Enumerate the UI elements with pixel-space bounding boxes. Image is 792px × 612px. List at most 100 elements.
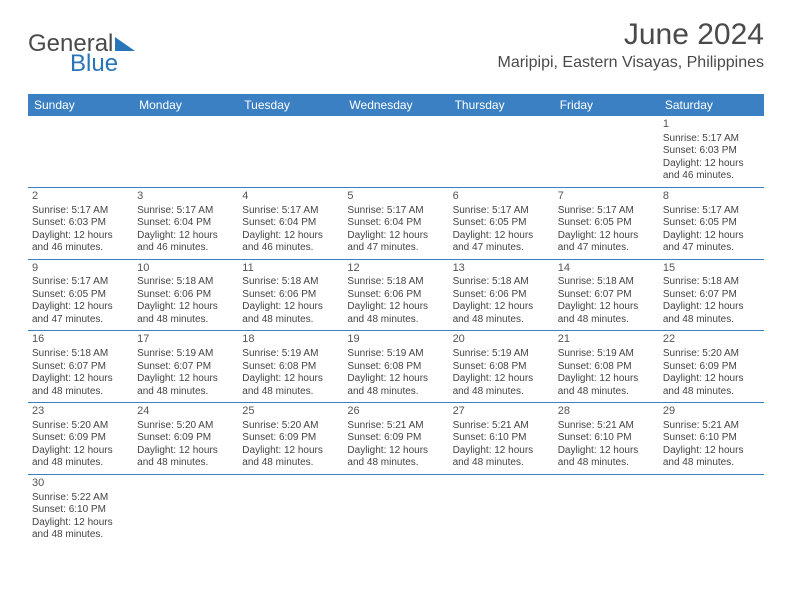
daylight-line: and 48 minutes.: [32, 529, 128, 542]
day-cell: 22Sunrise: 5:20 AMSunset: 6:09 PMDayligh…: [659, 331, 764, 402]
title-block: June 2024 Maripipi, Eastern Visayas, Phi…: [498, 18, 765, 72]
week-row: 23Sunrise: 5:20 AMSunset: 6:09 PMDayligh…: [28, 403, 764, 475]
sunset-line: Sunset: 6:09 PM: [137, 432, 233, 445]
daylight-line: Daylight: 12 hours: [453, 301, 549, 314]
day-cell: 4Sunrise: 5:17 AMSunset: 6:04 PMDaylight…: [238, 188, 343, 259]
day-cell: 19Sunrise: 5:19 AMSunset: 6:08 PMDayligh…: [343, 331, 448, 402]
sunrise-line: Sunrise: 5:18 AM: [663, 276, 759, 289]
sunset-line: Sunset: 6:08 PM: [558, 361, 654, 374]
daylight-line: and 48 minutes.: [242, 386, 338, 399]
daylight-line: and 48 minutes.: [453, 386, 549, 399]
sunrise-line: Sunrise: 5:20 AM: [137, 420, 233, 433]
day-number: 17: [137, 333, 233, 347]
daylight-line: Daylight: 12 hours: [242, 445, 338, 458]
daylight-line: and 48 minutes.: [453, 314, 549, 327]
daylight-line: Daylight: 12 hours: [347, 445, 443, 458]
sunrise-line: Sunrise: 5:21 AM: [558, 420, 654, 433]
daylight-line: Daylight: 12 hours: [663, 158, 759, 171]
weekday-thursday: Thursday: [449, 94, 554, 116]
day-cell: 7Sunrise: 5:17 AMSunset: 6:05 PMDaylight…: [554, 188, 659, 259]
sunset-line: Sunset: 6:09 PM: [32, 432, 128, 445]
sunset-line: Sunset: 6:06 PM: [242, 289, 338, 302]
daylight-line: Daylight: 12 hours: [453, 230, 549, 243]
sunset-line: Sunset: 6:04 PM: [137, 217, 233, 230]
sunset-line: Sunset: 6:06 PM: [347, 289, 443, 302]
weekday-monday: Monday: [133, 94, 238, 116]
daylight-line: Daylight: 12 hours: [242, 373, 338, 386]
daylight-line: and 48 minutes.: [242, 457, 338, 470]
week-row: 1Sunrise: 5:17 AMSunset: 6:03 PMDaylight…: [28, 116, 764, 188]
day-number: 3: [137, 190, 233, 204]
day-number: 26: [347, 405, 443, 419]
daylight-line: Daylight: 12 hours: [558, 445, 654, 458]
sunrise-line: Sunrise: 5:22 AM: [32, 492, 128, 505]
weekday-saturday: Saturday: [659, 94, 764, 116]
sunset-line: Sunset: 6:07 PM: [32, 361, 128, 374]
sunrise-line: Sunrise: 5:20 AM: [242, 420, 338, 433]
day-number: 27: [453, 405, 549, 419]
sunset-line: Sunset: 6:05 PM: [453, 217, 549, 230]
daylight-line: Daylight: 12 hours: [137, 301, 233, 314]
day-number: 2: [32, 190, 128, 204]
day-cell: 5Sunrise: 5:17 AMSunset: 6:04 PMDaylight…: [343, 188, 448, 259]
sunrise-line: Sunrise: 5:17 AM: [347, 205, 443, 218]
sunset-line: Sunset: 6:03 PM: [32, 217, 128, 230]
day-number: 13: [453, 262, 549, 276]
weekday-tuesday: Tuesday: [238, 94, 343, 116]
day-cell: 2Sunrise: 5:17 AMSunset: 6:03 PMDaylight…: [28, 188, 133, 259]
logo-text-2: Blue: [70, 50, 118, 77]
day-cell: 13Sunrise: 5:18 AMSunset: 6:06 PMDayligh…: [449, 260, 554, 331]
daylight-line: and 48 minutes.: [347, 314, 443, 327]
daylight-line: Daylight: 12 hours: [32, 445, 128, 458]
day-cell: 25Sunrise: 5:20 AMSunset: 6:09 PMDayligh…: [238, 403, 343, 474]
empty-cell: [343, 475, 448, 546]
day-number: 16: [32, 333, 128, 347]
sunset-line: Sunset: 6:10 PM: [558, 432, 654, 445]
daylight-line: and 48 minutes.: [558, 386, 654, 399]
week-row: 9Sunrise: 5:17 AMSunset: 6:05 PMDaylight…: [28, 260, 764, 332]
sunrise-line: Sunrise: 5:17 AM: [137, 205, 233, 218]
daylight-line: and 48 minutes.: [137, 314, 233, 327]
sunrise-line: Sunrise: 5:17 AM: [242, 205, 338, 218]
empty-cell: [449, 116, 554, 187]
day-cell: 20Sunrise: 5:19 AMSunset: 6:08 PMDayligh…: [449, 331, 554, 402]
day-cell: 29Sunrise: 5:21 AMSunset: 6:10 PMDayligh…: [659, 403, 764, 474]
weekday-wednesday: Wednesday: [343, 94, 448, 116]
weekday-sunday: Sunday: [28, 94, 133, 116]
daylight-line: and 48 minutes.: [137, 457, 233, 470]
daylight-line: and 48 minutes.: [242, 314, 338, 327]
daylight-line: and 47 minutes.: [663, 242, 759, 255]
empty-cell: [28, 116, 133, 187]
sunset-line: Sunset: 6:07 PM: [137, 361, 233, 374]
day-cell: 12Sunrise: 5:18 AMSunset: 6:06 PMDayligh…: [343, 260, 448, 331]
logo-sail-icon: [115, 37, 135, 51]
day-cell: 23Sunrise: 5:20 AMSunset: 6:09 PMDayligh…: [28, 403, 133, 474]
sunset-line: Sunset: 6:09 PM: [347, 432, 443, 445]
empty-cell: [554, 116, 659, 187]
day-number: 1: [663, 118, 759, 132]
sunrise-line: Sunrise: 5:21 AM: [453, 420, 549, 433]
day-number: 22: [663, 333, 759, 347]
day-number: 14: [558, 262, 654, 276]
calendar: SundayMondayTuesdayWednesdayThursdayFrid…: [28, 94, 764, 546]
sunset-line: Sunset: 6:07 PM: [558, 289, 654, 302]
daylight-line: and 46 minutes.: [663, 170, 759, 183]
sunset-line: Sunset: 6:05 PM: [32, 289, 128, 302]
day-cell: 26Sunrise: 5:21 AMSunset: 6:09 PMDayligh…: [343, 403, 448, 474]
daylight-line: and 48 minutes.: [32, 386, 128, 399]
daylight-line: Daylight: 12 hours: [32, 230, 128, 243]
week-row: 2Sunrise: 5:17 AMSunset: 6:03 PMDaylight…: [28, 188, 764, 260]
sunrise-line: Sunrise: 5:19 AM: [453, 348, 549, 361]
sunset-line: Sunset: 6:05 PM: [663, 217, 759, 230]
day-cell: 6Sunrise: 5:17 AMSunset: 6:05 PMDaylight…: [449, 188, 554, 259]
empty-cell: [238, 475, 343, 546]
daylight-line: and 48 minutes.: [558, 457, 654, 470]
day-cell: 18Sunrise: 5:19 AMSunset: 6:08 PMDayligh…: [238, 331, 343, 402]
day-cell: 10Sunrise: 5:18 AMSunset: 6:06 PMDayligh…: [133, 260, 238, 331]
daylight-line: and 48 minutes.: [663, 457, 759, 470]
day-number: 6: [453, 190, 549, 204]
empty-cell: [659, 475, 764, 546]
day-cell: 17Sunrise: 5:19 AMSunset: 6:07 PMDayligh…: [133, 331, 238, 402]
day-cell: 8Sunrise: 5:17 AMSunset: 6:05 PMDaylight…: [659, 188, 764, 259]
daylight-line: and 46 minutes.: [242, 242, 338, 255]
